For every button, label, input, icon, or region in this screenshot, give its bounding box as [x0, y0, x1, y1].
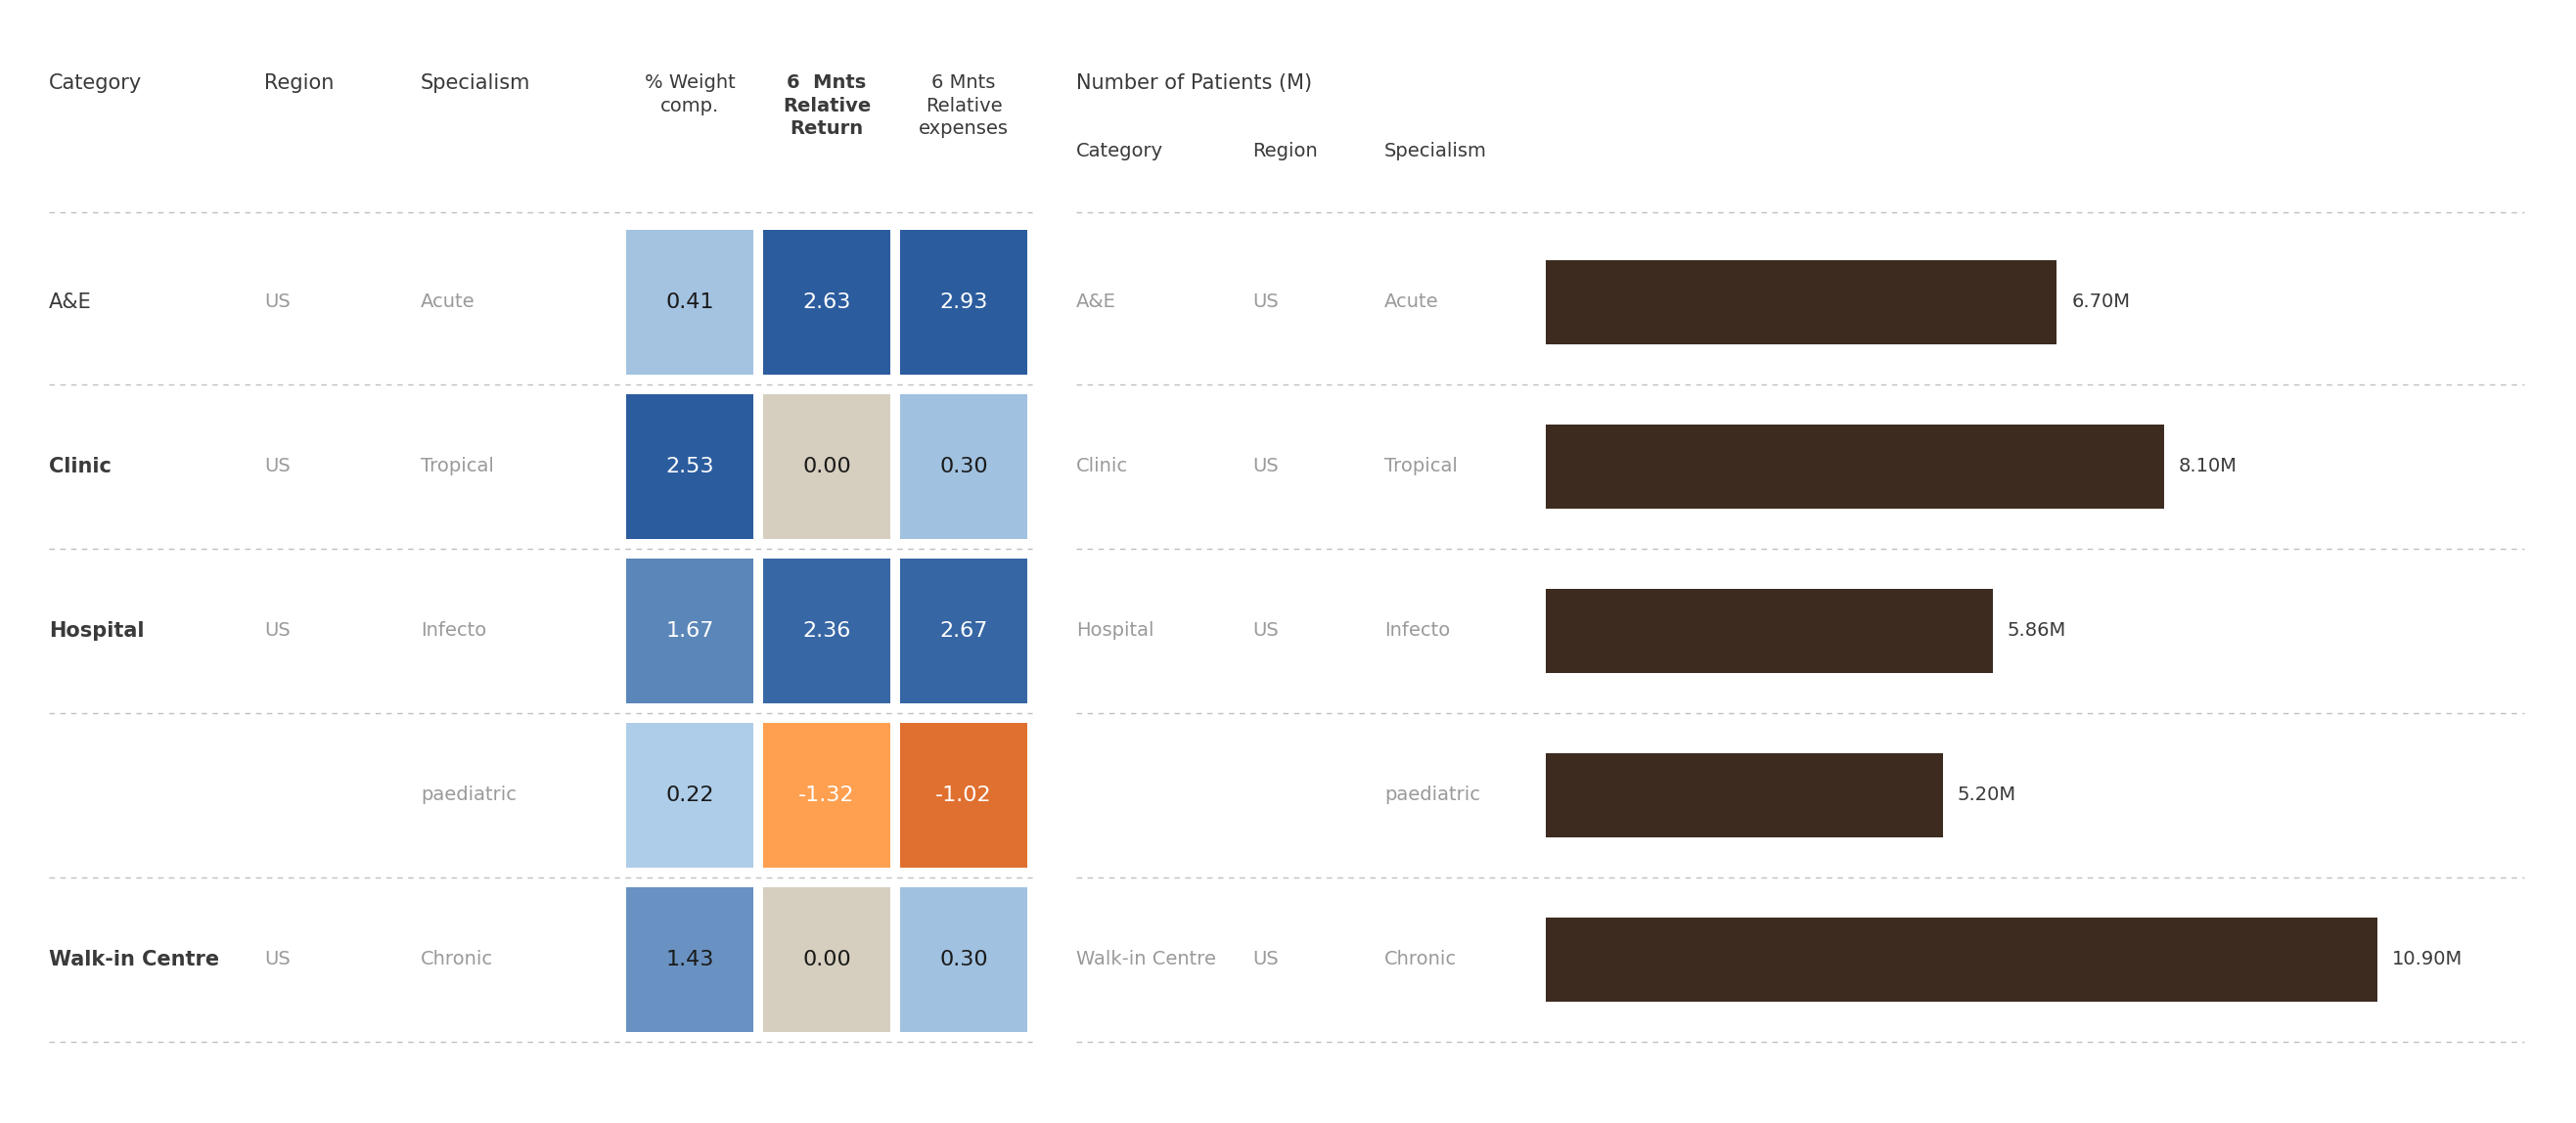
Text: US: US	[265, 622, 291, 640]
Bar	[1546, 917, 2378, 1002]
Text: 0.30: 0.30	[940, 950, 989, 969]
Text: 2.53: 2.53	[665, 457, 714, 476]
Text: Walk-in Centre: Walk-in Centre	[49, 950, 219, 969]
Text: 6 Mnts
Relative
expenses: 6 Mnts Relative expenses	[920, 73, 1010, 138]
Text: 6.70M: 6.70M	[2071, 293, 2130, 311]
Bar	[899, 723, 1028, 868]
Bar	[762, 887, 891, 1032]
Text: Category: Category	[49, 73, 142, 93]
Text: 2.36: 2.36	[804, 621, 850, 641]
Text: -1.32: -1.32	[799, 785, 855, 805]
Text: US: US	[1252, 293, 1278, 311]
Text: Acute: Acute	[1383, 293, 1440, 311]
Text: Hospital: Hospital	[49, 621, 144, 641]
Text: Category: Category	[1077, 141, 1164, 161]
Bar	[1546, 754, 1942, 838]
Bar	[899, 230, 1028, 375]
Text: Infecto: Infecto	[1383, 622, 1450, 640]
Text: 1.67: 1.67	[665, 621, 714, 641]
Text: Chronic: Chronic	[420, 950, 492, 969]
Text: Hospital: Hospital	[1077, 622, 1154, 640]
Bar	[762, 723, 891, 868]
Bar	[899, 558, 1028, 703]
Text: 0.00: 0.00	[801, 457, 850, 476]
Text: Specialism: Specialism	[420, 73, 531, 93]
Bar	[899, 394, 1028, 539]
Text: Number of Patients (M): Number of Patients (M)	[1077, 73, 1311, 93]
Bar	[762, 230, 891, 375]
Text: 6  Mnts
Relative
Return: 6 Mnts Relative Return	[783, 73, 871, 138]
Bar	[899, 887, 1028, 1032]
Text: Tropical: Tropical	[420, 457, 495, 476]
Bar	[1546, 261, 2058, 345]
Text: Tropical: Tropical	[1383, 457, 1458, 476]
Text: 0.30: 0.30	[940, 457, 989, 476]
Text: US: US	[265, 293, 291, 311]
Text: paediatric: paediatric	[420, 786, 518, 804]
Text: A&E: A&E	[49, 292, 93, 312]
Bar	[1546, 424, 2164, 509]
Text: A&E: A&E	[1077, 293, 1115, 311]
Text: -1.02: -1.02	[935, 785, 992, 805]
Text: US: US	[1252, 950, 1278, 969]
Text: 0.00: 0.00	[801, 950, 850, 969]
Text: 10.90M: 10.90M	[2393, 950, 2463, 969]
Bar	[626, 230, 752, 375]
Text: 2.63: 2.63	[804, 292, 850, 312]
Text: 8.10M: 8.10M	[2179, 457, 2236, 476]
Text: % Weight
comp.: % Weight comp.	[644, 73, 734, 115]
Text: Walk-in Centre: Walk-in Centre	[1077, 950, 1216, 969]
Text: Clinic: Clinic	[49, 457, 111, 476]
Text: US: US	[1252, 622, 1278, 640]
Text: Region: Region	[1252, 141, 1316, 161]
Text: Region: Region	[265, 73, 335, 93]
Text: 0.22: 0.22	[665, 785, 714, 805]
Text: 0.41: 0.41	[665, 292, 714, 312]
Bar	[762, 558, 891, 703]
Text: Chronic: Chronic	[1383, 950, 1458, 969]
Text: 2.67: 2.67	[940, 621, 987, 641]
Text: Acute: Acute	[420, 293, 474, 311]
Text: US: US	[265, 457, 291, 476]
Text: Infecto: Infecto	[420, 622, 487, 640]
Text: US: US	[265, 950, 291, 969]
Bar	[626, 558, 752, 703]
Text: Specialism: Specialism	[1383, 141, 1486, 161]
Bar	[1546, 588, 1994, 673]
Bar	[626, 887, 752, 1032]
Text: 2.93: 2.93	[940, 292, 987, 312]
Text: 1.43: 1.43	[665, 950, 714, 969]
Text: paediatric: paediatric	[1383, 786, 1481, 804]
Bar	[762, 394, 891, 539]
Bar	[626, 723, 752, 868]
Bar	[626, 394, 752, 539]
Text: 5.86M: 5.86M	[2007, 622, 2066, 640]
Text: US: US	[1252, 457, 1278, 476]
Text: Clinic: Clinic	[1077, 457, 1128, 476]
Text: 5.20M: 5.20M	[1958, 786, 2017, 804]
